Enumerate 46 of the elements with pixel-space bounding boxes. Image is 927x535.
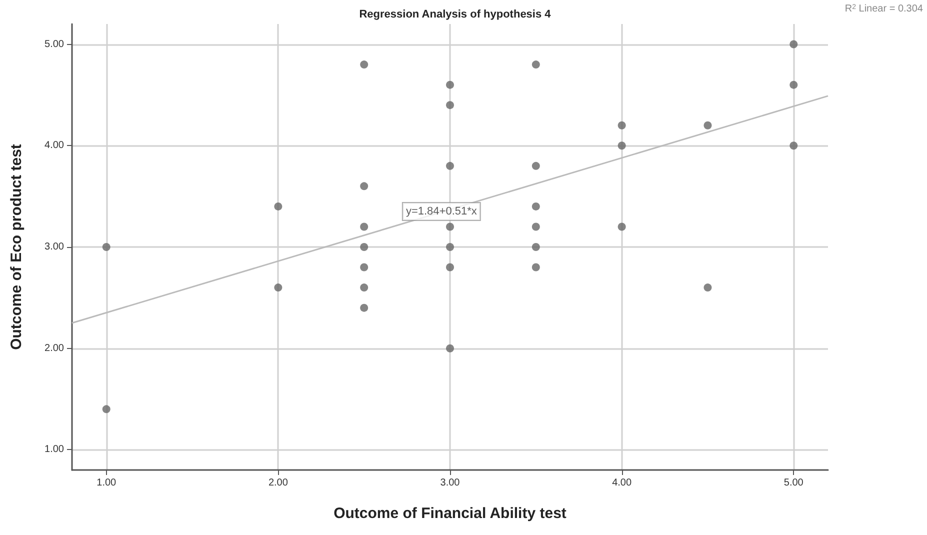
x-tick-label: 1.00 <box>96 478 117 488</box>
point <box>618 222 626 231</box>
point <box>532 222 540 231</box>
point <box>360 243 368 251</box>
y-tick-label: 1.00 <box>44 444 64 456</box>
point <box>360 284 368 292</box>
point <box>446 162 454 170</box>
point <box>532 263 540 272</box>
point <box>618 121 626 130</box>
point <box>532 202 540 210</box>
x-tick-label: 5.00 <box>784 478 804 488</box>
x-axis-title: Outcome of Financial Ability test <box>334 505 566 522</box>
point <box>790 142 798 150</box>
point <box>618 142 626 150</box>
point <box>360 222 368 231</box>
point <box>360 60 368 69</box>
point <box>274 202 282 210</box>
point <box>446 80 454 89</box>
point <box>446 263 454 272</box>
point <box>790 40 798 48</box>
y-tick-label: 2.00 <box>44 342 64 354</box>
point <box>360 263 368 272</box>
point <box>790 80 798 89</box>
point <box>102 243 110 251</box>
point <box>532 243 540 251</box>
x-tick-label: 2.00 <box>268 478 288 488</box>
point <box>102 405 110 414</box>
point <box>446 243 454 251</box>
point <box>360 182 368 190</box>
y-axis-title: Outcome of Eco product test <box>8 144 25 350</box>
point <box>532 60 540 69</box>
y-tick-label: 5.00 <box>44 38 64 50</box>
x-tick-label: 4.00 <box>612 478 632 488</box>
point <box>446 344 454 352</box>
point <box>704 121 712 130</box>
annotation: y=1.84+0.51*x <box>406 206 478 218</box>
point <box>360 304 368 312</box>
point <box>446 222 454 231</box>
y-tick-label: 4.00 <box>44 140 64 152</box>
point <box>274 284 282 292</box>
point <box>704 284 712 292</box>
x-tick-label: 3.00 <box>440 478 460 488</box>
y-tick-label: 3.00 <box>44 242 64 252</box>
chart-title: Regression Analysis of hypothesis 4 <box>359 8 552 20</box>
point <box>446 101 454 110</box>
point <box>532 162 540 170</box>
